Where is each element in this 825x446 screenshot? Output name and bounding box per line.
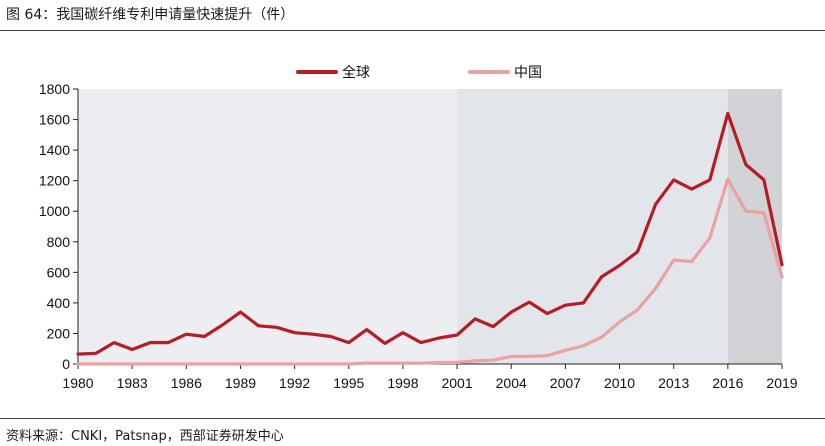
x-tick-label: 2013 <box>658 375 689 391</box>
x-tick-label: 1992 <box>279 375 310 391</box>
legend: 全球 中国 <box>296 64 542 81</box>
series-line-china <box>76 177 784 366</box>
legend-label-china: 中国 <box>514 65 542 81</box>
x-tick-label: 2019 <box>766 375 797 391</box>
x-tick-label: 1998 <box>387 375 418 391</box>
y-tick-label: 400 <box>47 295 71 311</box>
shaded-regions <box>78 89 782 364</box>
y-tick-label: 1000 <box>39 203 70 219</box>
y-tick-label: 1400 <box>39 142 70 158</box>
y-tick-label: 1200 <box>39 173 70 189</box>
x-tick-label: 1980 <box>62 375 93 391</box>
x-tick-label: 1986 <box>171 375 202 391</box>
x-tick-label: 1995 <box>333 375 364 391</box>
y-tick-label: 600 <box>47 264 71 280</box>
x-tick-label: 1983 <box>117 375 148 391</box>
y-tick-label: 1800 <box>39 81 70 97</box>
bottom-divider <box>0 418 825 419</box>
top-divider <box>0 30 825 31</box>
patent-line-chart: 0 200 400 600 800 1000 1200 1400 1600 1800 1980 198… <box>39 64 798 391</box>
x-tick-label: 2010 <box>604 375 635 391</box>
y-tick-label: 1600 <box>39 112 70 128</box>
x-tick-label: 2016 <box>712 375 743 391</box>
figure-title: 图 64：我国碳纤维专利申请量快速提升（件） <box>6 7 295 23</box>
y-tick-label: 200 <box>47 325 71 341</box>
y-tick-label: 800 <box>47 234 71 250</box>
series-line-global <box>76 111 784 356</box>
shaded-period-0 <box>78 89 458 364</box>
x-tick-label: 2001 <box>441 375 472 391</box>
axes: 0 200 400 600 800 1000 1200 1400 1600 1800 1980 198… <box>39 81 798 391</box>
x-tick-label: 2007 <box>550 375 581 391</box>
series-lines <box>76 111 784 366</box>
source-note: 资料来源：CNKI，Patsnap，西部证券研发中心 <box>6 429 284 444</box>
x-tick-label: 1989 <box>225 375 256 391</box>
y-tick-label: 0 <box>62 356 70 372</box>
legend-label-global: 全球 <box>342 64 370 81</box>
x-tick-label: 2004 <box>496 375 527 391</box>
